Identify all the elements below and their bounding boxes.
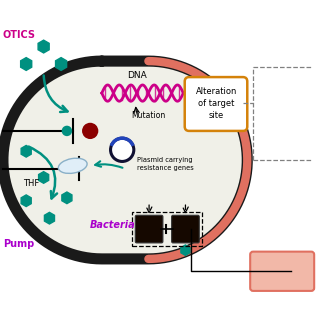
Circle shape bbox=[82, 123, 98, 139]
Text: DNA: DNA bbox=[127, 71, 147, 80]
FancyArrowPatch shape bbox=[29, 147, 57, 198]
Polygon shape bbox=[44, 212, 54, 224]
FancyBboxPatch shape bbox=[172, 215, 199, 243]
FancyArrowPatch shape bbox=[95, 161, 123, 168]
Polygon shape bbox=[3, 61, 247, 259]
FancyArrowPatch shape bbox=[44, 76, 68, 112]
FancyBboxPatch shape bbox=[185, 77, 247, 131]
Polygon shape bbox=[56, 58, 67, 70]
Text: Alteration
of target
site: Alteration of target site bbox=[196, 87, 237, 120]
Text: OTICS: OTICS bbox=[3, 30, 36, 40]
Polygon shape bbox=[20, 58, 32, 70]
Polygon shape bbox=[21, 195, 31, 206]
Text: Bacteria: Bacteria bbox=[90, 220, 136, 230]
Polygon shape bbox=[62, 192, 72, 204]
FancyBboxPatch shape bbox=[135, 215, 163, 243]
Ellipse shape bbox=[58, 158, 87, 173]
Polygon shape bbox=[38, 40, 49, 53]
Text: THF: THF bbox=[23, 179, 40, 188]
Text: Plasmid carrying
resistance genes: Plasmid carrying resistance genes bbox=[137, 157, 194, 171]
Circle shape bbox=[110, 138, 134, 162]
Text: Mutation: Mutation bbox=[131, 111, 165, 120]
FancyBboxPatch shape bbox=[250, 252, 314, 291]
Polygon shape bbox=[21, 146, 31, 157]
Polygon shape bbox=[181, 245, 190, 255]
Polygon shape bbox=[39, 172, 49, 183]
Text: Pump: Pump bbox=[3, 239, 34, 249]
Circle shape bbox=[62, 126, 72, 136]
